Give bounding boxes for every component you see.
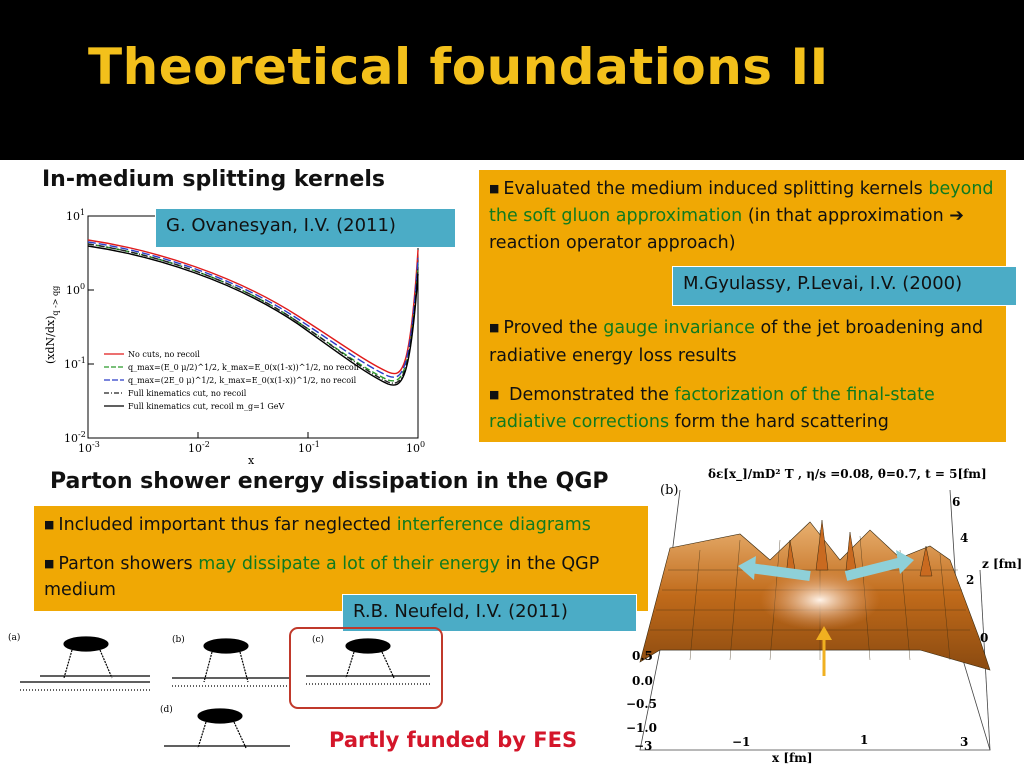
flow-arrows [738, 550, 914, 676]
x-tick-labels: 10-3 10-2 10-1 100 [78, 440, 425, 455]
plot-legend: No cuts, no recoil q_max=(E_0 μ/2)^1/2, … [104, 350, 359, 411]
svg-text:3: 3 [960, 735, 968, 749]
slide-title: Theoretical foundations II [88, 38, 829, 96]
splitting-kernel-plot: 101 100 10-1 10-2 10-3 10-2 10-1 100 x (… [44, 208, 425, 466]
y-tick-labels: 101 100 10-1 10-2 [64, 208, 86, 445]
surface-axes: z [fm] x [fm] 6 4 2 0 −3 −1 1 3 0.5 0.0 … [626, 495, 1022, 765]
diagram-label-d: (d) [160, 704, 173, 715]
diagram-a [20, 636, 150, 691]
svg-text:0.0: 0.0 [632, 674, 653, 688]
kernel-findings-box: ■ Evaluated the medium induced splitting … [479, 170, 1006, 442]
diagram-b [172, 638, 290, 687]
svg-text:4: 4 [960, 531, 968, 545]
curve-full-recoil [87, 245, 419, 386]
finding-2: ■ Proved the gauge invariance of the jet … [489, 318, 984, 366]
y-tick-10-0: 100 [66, 282, 85, 297]
feynman-diagrams: (a) (b) (c) (d) [8, 627, 443, 749]
shower-finding-1: ■ Included important thus far neglected i… [44, 515, 591, 535]
diagram-label-b: (b) [172, 634, 185, 645]
highlighted-diagram-frame [289, 627, 443, 709]
diagram-label-c: (c) [312, 634, 324, 645]
arrow-right-icon: ➔ [949, 206, 964, 227]
title-bar: Theoretical foundations II [0, 0, 1024, 160]
legend-entry-4: Full kinematics cut, no recoil [128, 389, 247, 398]
x-axis-label: x [fm] [772, 751, 813, 765]
x-tick-10-m2: 10-2 [188, 440, 210, 455]
x-axis-label: x [248, 454, 255, 466]
shower-findings-box: ■ Included important thus far neglected i… [34, 506, 648, 611]
y-axis-label: (xdN/dx)q -> qg [44, 286, 60, 364]
legend-entry-1: No cuts, no recoil [128, 350, 200, 359]
x-tick-10-m1: 10-1 [298, 440, 320, 455]
surface-peaks [785, 519, 933, 577]
curve-full-no-recoil [87, 243, 419, 384]
ref-ovanesyan: G. Ovanesyan, I.V. (2011) [155, 208, 456, 248]
y-tick-10-m2: 10-2 [64, 430, 86, 445]
svg-text:0.5: 0.5 [632, 649, 653, 663]
right-arrow-icon [844, 557, 904, 581]
x-tick-10-0: 100 [406, 440, 425, 455]
svg-text:−1.0: −1.0 [626, 721, 657, 735]
finding-3: ■ Demonstrated the factorization of the … [489, 384, 935, 432]
y-tick-10-m1: 10-1 [64, 356, 86, 371]
svg-text:2: 2 [966, 573, 974, 587]
panel-label: (b) [660, 483, 678, 498]
svg-text:1: 1 [860, 733, 868, 747]
plot-curves [87, 239, 419, 386]
svg-text:0: 0 [980, 631, 988, 645]
ref-gyulassy: M.Gyulassy, P.Levai, I.V. (2000) [672, 266, 1017, 306]
energy-dissipation-surface: (b) δε[x_]/mD² T , η/s =0.08, θ=0.7, t =… [626, 467, 1022, 765]
splitting-kernels-heading: In-medium splitting kernels [42, 167, 385, 192]
surface-highlight [760, 570, 880, 630]
svg-text:−1: −1 [732, 735, 750, 749]
legend-entry-5: Full kinematics cut, recoil m_g=1 GeV [128, 402, 285, 411]
parton-shower-heading: Parton shower energy dissipation in the … [50, 469, 609, 494]
svg-text:−3: −3 [634, 739, 652, 753]
svg-text:6: 6 [952, 495, 960, 509]
z-axis-label: z [fm] [982, 557, 1022, 571]
x-tick-10-m3: 10-3 [78, 440, 100, 455]
diagram-d [164, 708, 290, 749]
svg-text:−0.5: −0.5 [626, 697, 657, 711]
finding-1: ■ Evaluated the medium induced splitting … [489, 179, 994, 254]
y-tick-10-1: 101 [66, 208, 85, 223]
funding-note: Partly funded by FES [329, 728, 578, 752]
left-arrow-icon [749, 563, 811, 581]
diagram-label-a: (a) [8, 632, 20, 643]
surface-formula: δε[x_]/mD² T , η/s =0.08, θ=0.7, t = 5[f… [708, 467, 987, 482]
shower-finding-2: ■ Parton showers may dissipate a lot of t… [44, 554, 600, 601]
legend-entry-3: q_max=(2E_0 μ)^1/2, k_max=E_0(x(1-x))^1/… [128, 376, 357, 385]
curve-qmax-double [87, 241, 419, 378]
legend-entry-2: q_max=(E_0 μ/2)^1/2, k_max=E_0(x(1-x))^1… [128, 363, 359, 372]
diagram-c [306, 638, 430, 685]
curve-no-cuts [87, 239, 419, 375]
ref-neufeld: R.B. Neufeld, I.V. (2011) [342, 594, 637, 632]
